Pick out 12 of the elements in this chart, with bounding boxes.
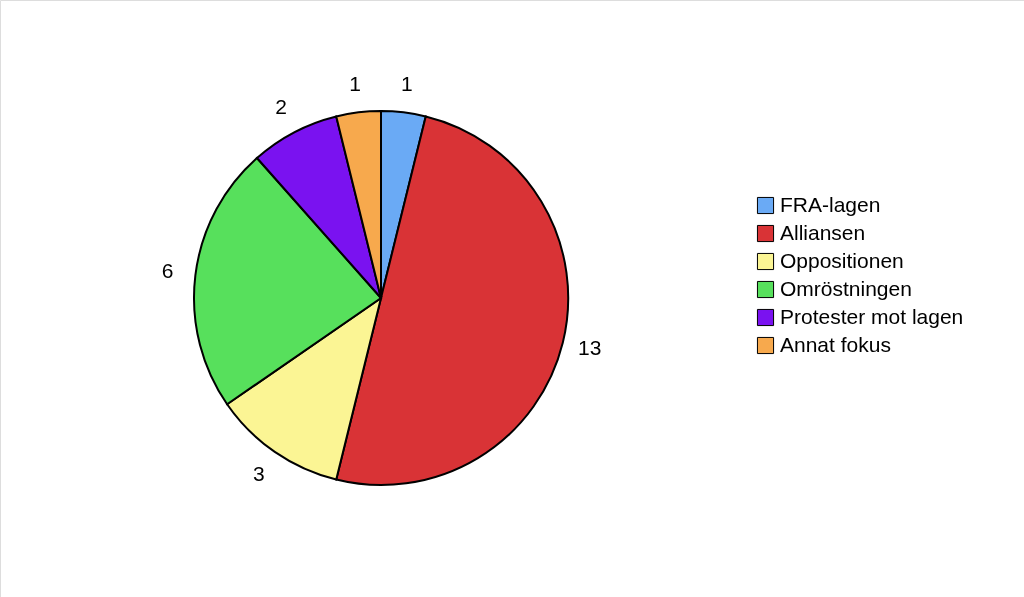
legend-label: Protester mot lagen [780, 304, 964, 328]
data-label: 6 [161, 259, 174, 283]
legend-label: Alliansen [780, 220, 866, 244]
legend-label: FRA-lagen [780, 192, 881, 216]
legend-label: Oppositionen [780, 248, 904, 272]
data-label: 13 [578, 336, 602, 360]
data-label: 3 [253, 461, 265, 485]
legend-label: Omröstningen [780, 276, 912, 300]
data-label: 1 [401, 71, 413, 95]
legend-label: Annat fokus [780, 332, 891, 356]
data-label: 2 [275, 94, 287, 118]
data-label: 1 [349, 71, 361, 95]
